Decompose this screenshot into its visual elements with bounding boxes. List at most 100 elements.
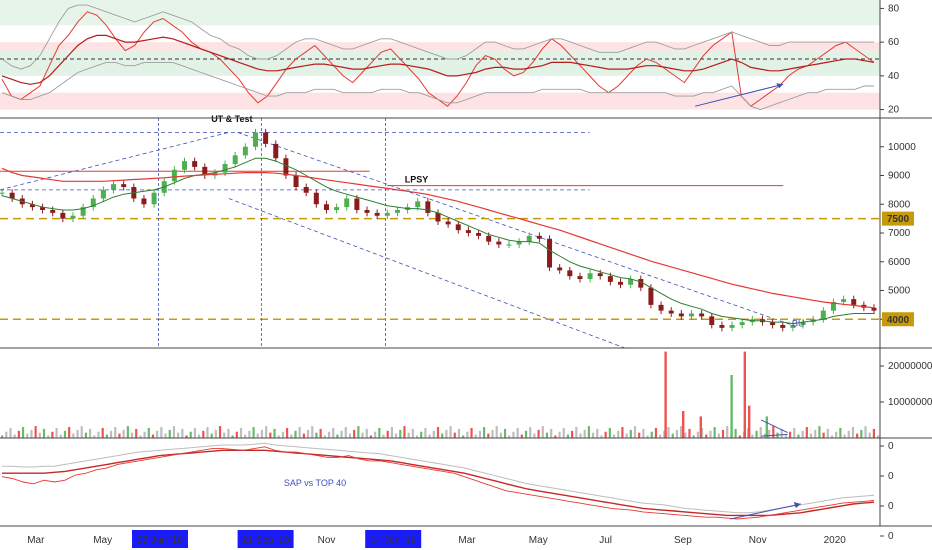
volume-bar xyxy=(139,435,142,438)
candle-body xyxy=(739,322,745,325)
price-panel: UT & Test LPSY BU xyxy=(0,114,880,349)
candle-body xyxy=(465,230,471,233)
volume-bar xyxy=(835,431,838,438)
candle-body xyxy=(830,302,836,311)
divergence-arrow xyxy=(695,83,784,107)
rs-arrow xyxy=(730,503,801,520)
volume-bar xyxy=(680,426,683,438)
x-axis-label: 2020 xyxy=(824,535,847,546)
volume-bar xyxy=(348,433,352,438)
volume-bar xyxy=(231,435,234,438)
volume-bar xyxy=(151,434,155,438)
volume-bar xyxy=(428,434,431,438)
candle-body xyxy=(476,233,482,236)
volume-bar xyxy=(168,429,171,438)
volume-bar xyxy=(13,434,16,438)
volume-bar xyxy=(84,432,88,438)
volume-panel xyxy=(1,351,880,438)
volume-bar xyxy=(583,429,586,438)
oscillator-axis-tick-label: 80 xyxy=(888,3,900,14)
volume-bar xyxy=(462,435,465,438)
volume-bar xyxy=(675,429,679,438)
candle-body xyxy=(455,224,461,231)
volume-bar xyxy=(659,434,662,438)
volume-bar xyxy=(541,426,544,438)
candle-body xyxy=(435,212,441,222)
date-highlight-1 xyxy=(237,530,294,548)
channel-base-line xyxy=(0,131,229,191)
candle-body xyxy=(597,273,603,277)
volume-bar xyxy=(520,434,523,438)
volume-bar xyxy=(218,426,222,438)
volume-bar xyxy=(579,433,582,438)
volume-bar xyxy=(378,427,381,438)
date-highlight-0 xyxy=(132,530,188,548)
candle-body xyxy=(293,175,299,187)
price-badge-label-0: 7500 xyxy=(887,214,910,225)
volume-bar xyxy=(600,435,603,438)
x-axis-label: May xyxy=(529,535,548,546)
volume-bar xyxy=(478,430,482,438)
volume-bar xyxy=(315,432,318,438)
volume-bar xyxy=(621,427,624,438)
volume-bar xyxy=(72,433,75,438)
volume-bar xyxy=(185,435,188,438)
volume-bar xyxy=(63,430,67,438)
volume-bar xyxy=(726,426,729,438)
candle-body xyxy=(415,201,421,208)
candle-body xyxy=(70,215,76,219)
volume-bar xyxy=(68,427,71,438)
volume-bar xyxy=(59,434,62,438)
candle-body xyxy=(688,313,694,317)
candle-body xyxy=(638,279,644,288)
volume-bar xyxy=(516,427,519,438)
candle-body xyxy=(121,184,127,187)
volume-bar xyxy=(566,434,570,438)
candle-body xyxy=(841,299,847,302)
volume-bar xyxy=(248,430,251,438)
divergence-arrow-head xyxy=(776,83,784,89)
volume-bar xyxy=(642,428,645,438)
volume-bar xyxy=(294,430,297,438)
volume-bar xyxy=(5,431,8,438)
candle-body xyxy=(29,204,35,208)
price-annotation-1: LPSY xyxy=(405,175,429,185)
volume-bar xyxy=(512,431,515,438)
date-highlight-label-1: 21 Sep '18 xyxy=(242,535,290,546)
volume-bar xyxy=(332,427,335,438)
volume-bar xyxy=(386,430,389,438)
price-badge-0 xyxy=(882,211,914,226)
volume-bar xyxy=(856,433,859,438)
volume-bar xyxy=(843,434,846,438)
volume-bar xyxy=(474,434,477,438)
volume-bar xyxy=(411,428,414,438)
volume-bar xyxy=(273,428,276,438)
volume-bar xyxy=(80,426,83,438)
candle-body xyxy=(80,207,86,216)
candle-body xyxy=(648,287,654,305)
candle-body xyxy=(182,161,188,170)
candle-body xyxy=(577,276,583,279)
volume-bar xyxy=(625,433,628,438)
volume-bar xyxy=(684,432,687,438)
volume-bar xyxy=(629,429,632,438)
volume-bar xyxy=(101,427,104,438)
volume-bar xyxy=(30,429,33,438)
volume-bar xyxy=(47,435,50,438)
volume-bar xyxy=(311,426,314,438)
candle-body xyxy=(526,235,532,242)
oscillator-axis-tick-label: 60 xyxy=(888,37,900,48)
volume-bar xyxy=(156,430,159,438)
candle-body xyxy=(222,164,228,173)
channel-upper-line xyxy=(237,131,793,326)
moving-average-fast-line xyxy=(1,157,874,325)
volume-bar xyxy=(533,433,536,438)
volume-bar xyxy=(793,427,796,438)
volume-bar xyxy=(181,428,184,438)
volume-bar xyxy=(487,433,490,438)
volume-bar xyxy=(286,427,289,438)
volume-wedge xyxy=(760,419,788,437)
x-axis-label: Mar xyxy=(458,535,476,546)
volume-bar xyxy=(529,427,532,438)
volume-bar xyxy=(768,429,771,438)
